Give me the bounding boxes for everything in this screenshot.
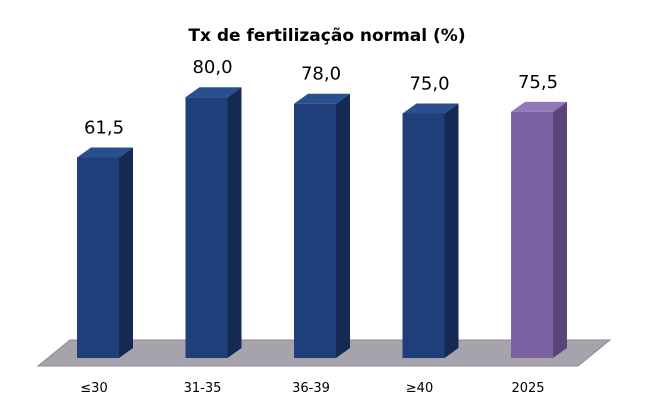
bar-side — [119, 148, 133, 358]
bar-side — [336, 94, 350, 358]
category-label: 36-39 — [292, 381, 330, 396]
category-label: ≥40 — [406, 381, 433, 396]
value-label: 75,5 — [518, 72, 558, 93]
bar-front — [186, 97, 228, 358]
value-label: 80,0 — [192, 57, 232, 78]
bars-group — [77, 87, 567, 358]
bar-front — [294, 104, 336, 358]
value-label: 75,0 — [409, 74, 449, 95]
bar-front — [511, 112, 553, 358]
bar-5 — [511, 102, 567, 358]
bar-side — [445, 104, 459, 359]
bar-front — [77, 158, 119, 358]
value-label: 61,5 — [84, 118, 124, 139]
bar-front — [403, 114, 445, 359]
category-label: 2025 — [511, 381, 544, 396]
category-labels-group: ≤30 31-35 36-39 ≥40 2025 — [80, 381, 544, 396]
category-label: 31-35 — [184, 381, 222, 396]
bar-side — [553, 102, 567, 358]
bar-2 — [186, 87, 242, 358]
bar-1 — [77, 148, 133, 358]
bar-3 — [294, 94, 350, 358]
chart-title: Tx de fertilização normal (%) — [188, 26, 465, 46]
category-label: ≤30 — [80, 381, 107, 396]
bar-side — [228, 87, 242, 358]
bar-4 — [403, 104, 459, 359]
value-label: 78,0 — [301, 64, 341, 85]
